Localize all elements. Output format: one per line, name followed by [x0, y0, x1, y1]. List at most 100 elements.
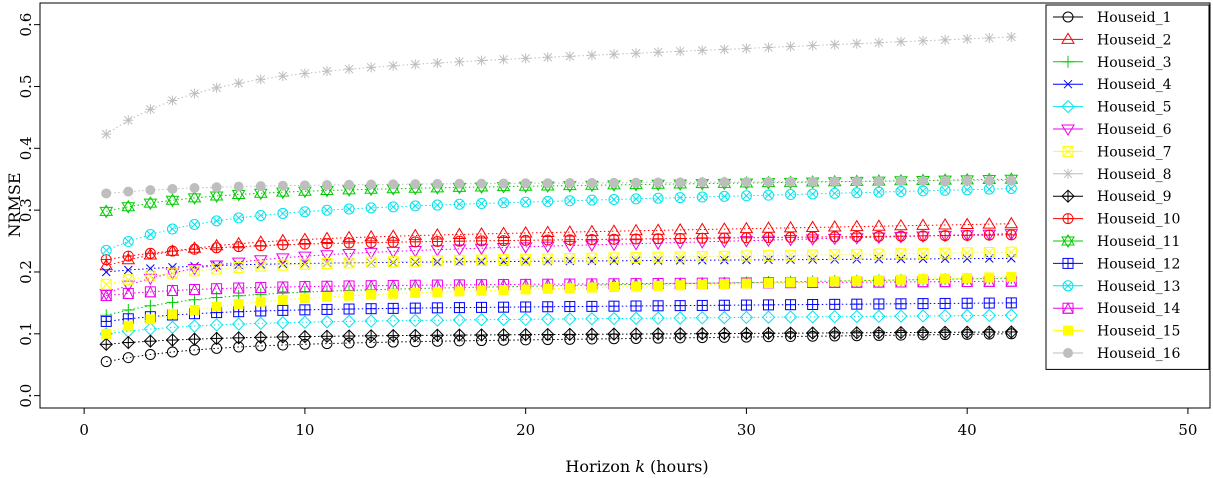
data-point: [916, 218, 930, 230]
data-point: [342, 329, 356, 343]
series-Houseid_16: [101, 175, 1017, 199]
data-point: [917, 230, 929, 242]
data-point: [719, 177, 730, 188]
data-point: [851, 231, 863, 243]
legend-marker: [1062, 55, 1074, 68]
data-point: [608, 252, 620, 264]
data-point: [895, 298, 907, 310]
data-point: [431, 255, 443, 267]
data-point: [873, 186, 885, 198]
data-point: [674, 251, 686, 263]
data-point: [608, 49, 619, 60]
data-point: [255, 181, 266, 192]
data-point: [608, 282, 619, 293]
data-point: [674, 300, 686, 312]
data-point: [321, 291, 332, 302]
data-point: [675, 256, 685, 265]
data-point: [100, 315, 112, 327]
data-point: [277, 294, 288, 305]
data-point: [189, 265, 201, 277]
data-point: [520, 253, 532, 265]
data-point: [564, 283, 575, 294]
data-point: [189, 88, 200, 99]
data-point: [233, 261, 245, 273]
data-point: [476, 254, 488, 266]
data-point: [1004, 216, 1019, 229]
data-point: [783, 326, 798, 340]
data-point: [741, 176, 752, 187]
data-point: [940, 175, 951, 186]
data-point: [740, 190, 752, 202]
data-point: [386, 246, 401, 259]
data-point: [717, 310, 732, 325]
data-point: [960, 308, 974, 323]
data-point: [189, 243, 201, 255]
data-point: [121, 280, 136, 293]
series-line: [106, 233, 1012, 295]
data-point: [785, 277, 796, 288]
data-point: [276, 316, 290, 330]
data-point: [718, 232, 730, 244]
data-point: [365, 303, 377, 315]
data-point: [1004, 325, 1019, 339]
data-point: [430, 313, 445, 327]
data-point: [918, 175, 929, 186]
data-point: [254, 281, 267, 293]
legend-marker: [1062, 11, 1074, 23]
data-point: [277, 280, 289, 293]
data-point: [165, 320, 180, 335]
data-point: [123, 115, 134, 126]
data-point: [298, 251, 312, 264]
legend-item: Houseid_8: [1053, 167, 1171, 183]
data-point: [786, 255, 795, 265]
legend-item: Houseid_14: [1053, 301, 1180, 317]
data-point: [742, 255, 751, 265]
data-point: [277, 180, 288, 191]
legend-label: Houseid_15: [1097, 324, 1180, 340]
data-point: [299, 293, 310, 304]
series-line: [106, 179, 1012, 194]
plot-frame: [39, 2, 1211, 409]
data-point: [320, 329, 334, 344]
data-point: [695, 311, 709, 325]
data-point: [829, 276, 840, 287]
data-point: [321, 180, 332, 191]
data-point: [785, 41, 796, 52]
x-tick-label: 20: [516, 421, 535, 439]
legend-item: Houseid_1: [1053, 10, 1171, 26]
data-point: [938, 325, 952, 340]
data-point: [697, 255, 707, 265]
data-point: [344, 179, 355, 190]
data-point: [387, 201, 399, 213]
data-point: [895, 176, 906, 187]
data-point: [563, 327, 577, 342]
series-line: [106, 280, 1012, 296]
series-line: [106, 331, 1012, 345]
data-point: [608, 233, 620, 245]
data-point: [651, 311, 665, 325]
data-point: [520, 301, 532, 313]
data-point: [586, 50, 597, 61]
data-point: [762, 299, 774, 311]
data-point: [275, 253, 290, 265]
data-point: [452, 313, 467, 327]
data-point: [409, 200, 421, 212]
data-point: [674, 233, 686, 245]
data-point: [344, 290, 355, 301]
legend-item: Houseid_3: [1053, 55, 1171, 71]
data-point: [983, 229, 995, 241]
data-point: [343, 257, 355, 269]
data-point: [873, 248, 885, 260]
data-point: [785, 189, 797, 201]
data-point: [718, 299, 730, 311]
data-point: [607, 327, 621, 341]
data-point: [762, 189, 774, 201]
data-point: [542, 234, 554, 246]
data-point: [696, 299, 708, 311]
legend-item: Houseid_16: [1053, 346, 1180, 362]
data-point: [101, 129, 112, 140]
data-point: [321, 66, 332, 77]
data-point: [960, 217, 975, 230]
legend-marker: [1061, 99, 1075, 114]
data-point: [387, 256, 399, 268]
